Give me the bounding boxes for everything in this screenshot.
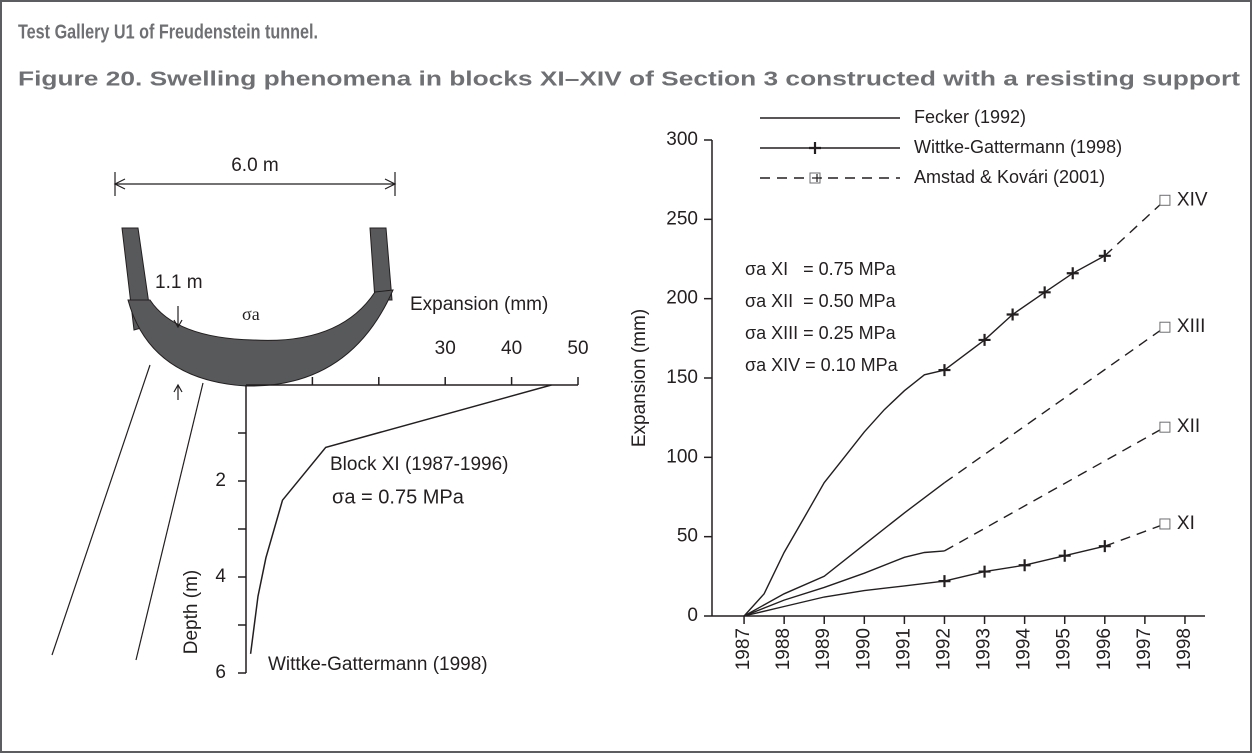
annotation: σa XIII = 0.25 MPa [745,323,897,343]
y-tick-label: 250 [666,208,698,229]
y-tick-label: 6 [215,662,226,683]
annotation: Block XI (1987-1996) [330,454,509,475]
curve-label: XII [1177,416,1200,437]
y-axis-label: Expansion (mm) [629,309,650,447]
pressure-label: σa [242,304,260,324]
y-tick-label: 100 [666,446,698,467]
header-title: Test Gallery U1 of Freudenstein tunnel. [18,21,318,43]
x-tick-label: 1992 [933,628,954,670]
series-label: Wittke-Gattermann (1998) [268,654,488,675]
annotation: σa XIV = 0.10 MPa [745,355,899,375]
x-tick-label: 30 [435,338,456,359]
legend-label: Amstad & Kovári (2001) [914,167,1105,187]
end-marker [1160,195,1170,205]
x-tick-label: 1993 [974,628,995,670]
y-tick-label: 0 [687,605,698,626]
x-tick-label: 1990 [853,628,874,670]
annotation: σa XI = 0.75 MPa [745,259,897,279]
width-label: 6.0 m [231,155,279,176]
x-tick-label: 1995 [1054,628,1075,670]
curve-label: XIII [1177,316,1206,337]
header-caption: Figure 20. Swelling phenomena in blocks … [18,68,1240,90]
x-tick-label: 1987 [733,628,754,670]
y-tick-label: 4 [215,566,226,587]
x-tick-label: 50 [567,338,588,359]
y-tick-label: 300 [666,129,698,150]
y-tick-label: 150 [666,367,698,388]
curve-label: XIV [1177,189,1208,210]
curve-label: XI [1177,513,1195,534]
x-axis-label: Expansion (mm) [410,294,548,315]
end-marker [1160,422,1170,432]
legend-label: Fecker (1992) [914,107,1026,127]
annotation: σa XII = 0.50 MPa [745,291,897,311]
y-tick-label: 50 [677,526,698,547]
x-tick-label: 40 [501,338,522,359]
annotation: σa = 0.75 MPa [332,486,465,508]
figure: Test Gallery U1 of Freudenstein tunnel. … [0,0,1252,753]
x-tick-label: 1994 [1014,628,1035,671]
thickness-label: 1.1 m [155,272,203,293]
y-tick-label: 200 [666,288,698,309]
end-marker [1160,322,1170,332]
x-tick-label: 1989 [813,628,834,670]
x-tick-label: 1988 [773,628,794,670]
end-marker [1160,519,1170,529]
x-tick-label: 1991 [893,628,914,670]
x-tick-label: 1997 [1134,628,1155,670]
x-tick-label: 1996 [1094,628,1115,670]
y-tick-label: 2 [215,470,226,491]
legend-label: Wittke-Gattermann (1998) [914,137,1122,157]
y-axis-label: Depth (m) [181,570,202,654]
x-tick-label: 1998 [1174,628,1195,670]
